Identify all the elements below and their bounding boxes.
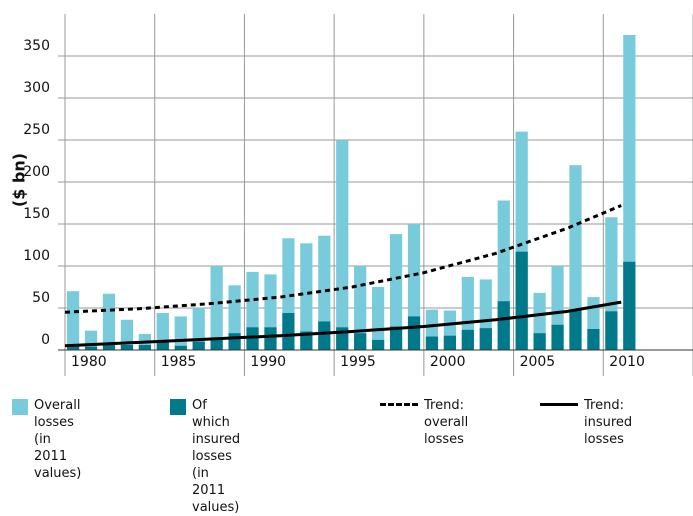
- legend-label: Trend: insured losses: [584, 398, 633, 447]
- y-tick-label: 150: [23, 206, 50, 222]
- bar: [210, 266, 223, 350]
- bar: [623, 261, 636, 350]
- bar: [551, 324, 564, 350]
- bar: [156, 341, 169, 350]
- y-tick-label: 50: [32, 290, 50, 306]
- trend-line: [64, 300, 622, 348]
- bar: [174, 316, 187, 350]
- x-tick-label: 1985: [161, 354, 197, 370]
- bar: [569, 309, 582, 350]
- bar: [533, 333, 546, 350]
- bar: [138, 344, 151, 350]
- bar: [389, 234, 403, 350]
- legend-label: Of which insured losses (in 2011 values): [192, 398, 241, 515]
- x-tick-label: 2010: [609, 354, 645, 370]
- y-tick-label: 300: [23, 80, 50, 96]
- bar: [228, 333, 241, 350]
- bar: [372, 287, 385, 350]
- bar: [102, 344, 116, 350]
- bar: [443, 335, 457, 350]
- x-tick-label: 1980: [71, 354, 107, 370]
- legend-label: Overall losses (in 2011 values): [34, 398, 82, 481]
- bar: [515, 251, 528, 350]
- trend-line: [64, 204, 622, 314]
- bar: [336, 140, 349, 350]
- bar: [300, 331, 313, 350]
- bar: [67, 291, 80, 350]
- chart: ($ bn) 0 50 100 150 200 250 300 350 1980 1985 1990…: [10, 14, 693, 376]
- y-tick-label: 0: [41, 332, 50, 348]
- x-tick-label: 2000: [430, 354, 466, 370]
- bar: [569, 165, 582, 350]
- bar: [587, 329, 600, 350]
- bar: [102, 293, 116, 350]
- bar: [264, 327, 277, 350]
- page: ($ bn) 0 50 100 150 200 250 300 350 1980 1985 1990…: [10, 14, 693, 515]
- bar: [461, 329, 474, 350]
- bar: [605, 311, 618, 350]
- bar: [120, 344, 134, 350]
- bar: [300, 243, 313, 350]
- bar: [479, 328, 492, 350]
- bar: [246, 327, 259, 350]
- legend-line: [540, 403, 578, 406]
- y-tick-label: 350: [23, 38, 50, 54]
- y-tick-label: 250: [23, 122, 50, 138]
- bar: [84, 346, 98, 350]
- bar: [318, 321, 331, 350]
- legend-swatch: [12, 399, 28, 415]
- y-tick-label: 100: [23, 248, 50, 264]
- y-tick-label: 200: [23, 164, 50, 180]
- bar: [497, 301, 510, 350]
- legend-line: [380, 403, 418, 406]
- bar: [372, 339, 385, 350]
- bar: [210, 339, 223, 350]
- x-tick-label: 2005: [520, 354, 556, 370]
- legend-swatch: [170, 399, 186, 415]
- bar: [192, 341, 205, 350]
- bar: [282, 313, 295, 350]
- bar: [407, 316, 421, 350]
- bar: [354, 266, 367, 350]
- bar: [174, 345, 187, 350]
- y-axis-label: ($ bn): [10, 153, 29, 207]
- bar: [67, 345, 80, 350]
- bar: [354, 333, 367, 350]
- bar: [389, 326, 403, 350]
- legend-label: Trend: overall losses: [424, 398, 469, 447]
- bar: [425, 336, 439, 350]
- x-tick-label: 1990: [250, 354, 286, 370]
- x-tick-label: 1995: [340, 354, 376, 370]
